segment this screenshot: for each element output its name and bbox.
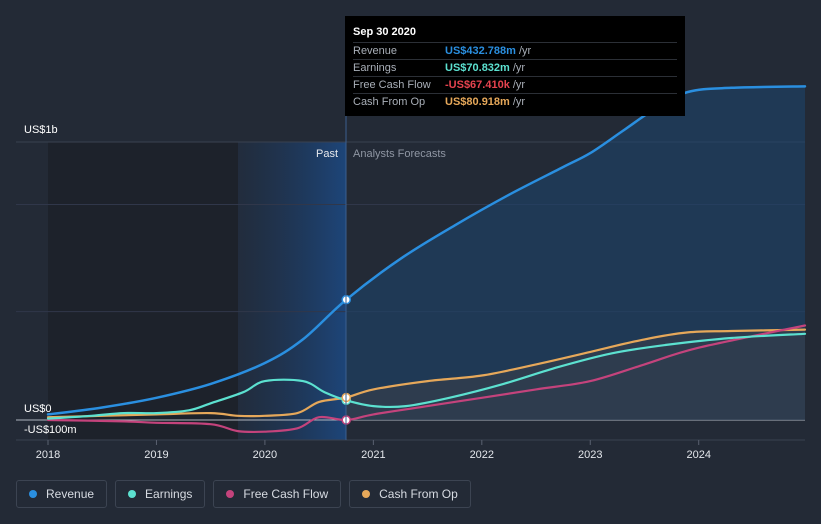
tooltip-row-cash-from-op: Cash From Op US$80.918m /yr: [353, 93, 677, 110]
past-region-highlight: [238, 142, 346, 440]
legend-dot-icon: [128, 490, 137, 498]
cash-from-op-line: [46, 328, 807, 419]
tooltip-value: US$70.832m: [445, 62, 510, 74]
legend-item-cash-from-op[interactable]: Cash From Op: [349, 480, 471, 508]
past-label: Past: [316, 148, 338, 160]
legend-label: Cash From Op: [379, 487, 458, 501]
tooltip-unit: /yr: [512, 79, 526, 91]
x-tick-label: 2023: [578, 449, 602, 461]
tooltip-row-earnings: Earnings US$70.832m /yr: [353, 59, 677, 76]
legend-dot-icon: [362, 490, 371, 498]
x-tick-label: 2022: [470, 449, 494, 461]
tooltip-value: -US$67.410k: [445, 79, 510, 91]
legend-item-revenue[interactable]: Revenue: [16, 480, 108, 508]
x-tick-label: 2024: [686, 449, 710, 461]
tooltip-unit: /yr: [518, 45, 532, 57]
tooltip-value: US$432.788m: [445, 45, 516, 57]
tooltip-label: Earnings: [353, 62, 397, 74]
earnings-line: [46, 332, 807, 420]
y-axis-bottom-label: -US$100m: [24, 424, 77, 436]
legend-label: Free Cash Flow: [243, 487, 329, 501]
x-tick-label: 2019: [144, 449, 168, 461]
forecast-label: Analysts Forecasts: [353, 148, 446, 160]
x-tick-label: 2018: [36, 449, 60, 461]
legend-label: Revenue: [46, 487, 95, 501]
tooltip-date: Sep 30 2020: [353, 26, 416, 38]
tooltip-unit: /yr: [512, 96, 526, 108]
earnings-revenue-chart: US$1b US$0 -US$100m Past Analysts Foreca…: [16, 85, 807, 461]
tooltip-label: Cash From Op: [353, 96, 426, 108]
legend-dot-icon: [226, 490, 235, 498]
tooltip-row-free-cash-flow: Free Cash Flow -US$67.410k /yr: [353, 76, 677, 93]
legend-item-earnings[interactable]: Earnings: [115, 480, 206, 508]
legend-item-free-cash-flow[interactable]: Free Cash Flow: [213, 480, 342, 508]
cash-from-op-forecast-area: [346, 329, 805, 420]
legend: Revenue Earnings Free Cash Flow Cash Fro…: [16, 480, 471, 508]
legend-dot-icon: [29, 490, 37, 498]
tooltip-label: Free Cash Flow: [353, 79, 431, 91]
y-axis-zero-label: US$0: [24, 403, 52, 415]
past-region-dark: [48, 142, 238, 440]
x-tick-label: 2020: [253, 449, 277, 461]
tooltip-label: Revenue: [353, 45, 398, 57]
legend-label: Earnings: [145, 487, 193, 501]
x-tick-label: 2021: [361, 449, 385, 461]
tooltip: Sep 30 2020 Revenue US$432.788m /yr Earn…: [345, 16, 685, 116]
tooltip-value: US$80.918m: [445, 96, 510, 108]
tooltip-row-revenue: Revenue US$432.788m /yr: [353, 42, 677, 59]
tooltip-unit: /yr: [512, 62, 526, 74]
y-axis-top-label: US$1b: [24, 124, 58, 136]
